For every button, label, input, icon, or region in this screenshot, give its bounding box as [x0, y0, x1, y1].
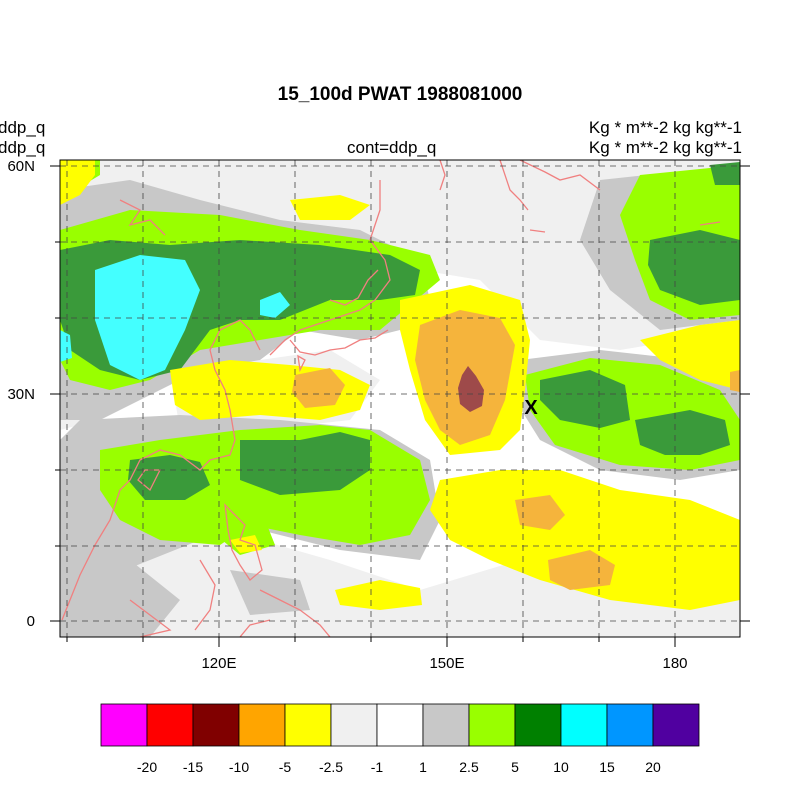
typhoon-marker: X: [524, 397, 538, 419]
colorbar-box-2: [192, 703, 240, 747]
colorbar-label-8: 5: [511, 759, 519, 775]
colorbar-label-2: -10: [229, 759, 249, 775]
axis-ticks: [50, 165, 750, 647]
plot-title: 15_100d PWAT 1988081000: [277, 84, 523, 105]
colorbar-labels: -20 -15 -10 -5 -2.5 -1 1 2.5 5 10 15 20: [137, 759, 661, 775]
colorbar-box-5: [330, 703, 378, 747]
map-frame: [59, 159, 741, 638]
colorbar-label-3: -5: [279, 759, 292, 775]
lat-lon-grid: [60, 160, 740, 637]
variable-label-2: ddp_q: [0, 138, 46, 157]
colorbar-label-5: -1: [371, 759, 384, 775]
coastlines: [61, 160, 721, 637]
colorbar-box-8: [468, 703, 516, 747]
lat-label-0: 0: [27, 613, 35, 630]
colorbar-box-11: [606, 703, 654, 747]
lon-label-180: 180: [662, 655, 687, 672]
lon-label-120e: 120E: [201, 655, 236, 672]
colorbar-label-11: 20: [645, 759, 661, 775]
colorbar-box-4: [284, 703, 332, 747]
colorbar-box-9: [514, 703, 562, 747]
variable-label-1: ddp_q: [0, 118, 46, 137]
lon-label-150e: 150E: [429, 655, 464, 672]
units-label-2: Kg * m**-2 kg kg**-1: [588, 138, 742, 157]
colorbar-box-0: [100, 703, 148, 747]
colorbar-label-10: 15: [599, 759, 615, 775]
anomaly-field: [60, 160, 740, 637]
colorbar-box-7: [422, 703, 470, 747]
colorbar-box-12: [652, 703, 700, 747]
colorbar-label-1: -15: [183, 759, 203, 775]
colorbar-label-7: 2.5: [459, 759, 479, 775]
colorbar-box-10: [560, 703, 608, 747]
colorbar-label-9: 10: [553, 759, 569, 775]
colorbar-label-0: -20: [137, 759, 157, 775]
colorbar-box-6: [376, 703, 424, 747]
colorbar-label-4: -2.5: [319, 759, 343, 775]
colorbar-label-6: 1: [419, 759, 427, 775]
colorbar-box-3: [238, 703, 286, 747]
lat-label-60n: 60N: [7, 158, 35, 175]
units-label-1: Kg * m**-2 kg kg**-1: [588, 118, 742, 137]
lat-label-30n: 30N: [7, 386, 35, 403]
colorbar: [100, 703, 700, 747]
contour-label: cont=ddp_q: [347, 138, 437, 157]
colorbar-box-1: [146, 703, 194, 747]
